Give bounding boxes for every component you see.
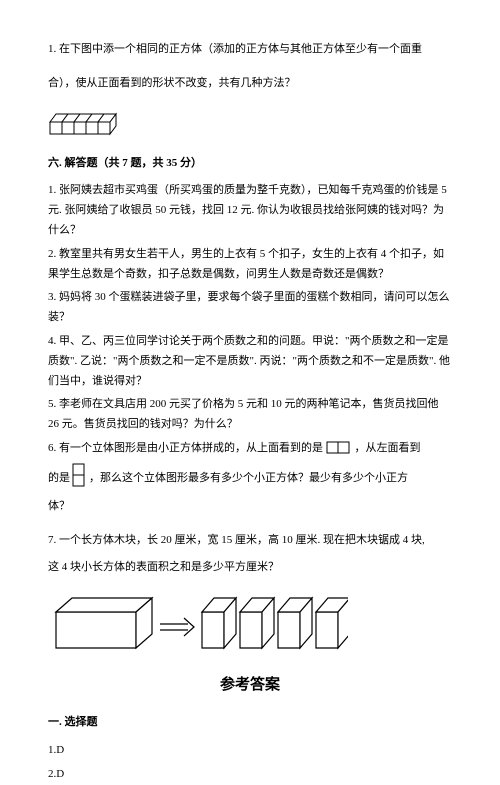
cuboid-cut-figure [48,592,452,654]
problem-7-line1: 7. 一个长方体木块，长 20 厘米，宽 15 厘米，高 10 厘米. 现在把木… [48,531,452,551]
answer-title: 参考答案 [48,672,452,699]
problem-1: 1. 张阿姨去超市买鸡蛋（所买鸡蛋的质量为整千克数），已知每千克鸡蛋的价钱是 5… [48,181,452,240]
section-six-title: 六. 解答题（共 7 题，共 35 分） [48,154,452,174]
problem-2: 2. 教室里共有男女生若干人，男生的上衣有 5 个扣子，女生的上衣有 4 个扣子… [48,245,452,285]
p6-text-d: ，那么这个立体图形最多有多少个小正方体？最少有多少个小正方 [89,463,408,489]
problem-6-line1: 6. 有一个立体图形是由小正方体拼成的，从上面看到的是 ，从左面看到 [48,439,452,459]
problem-6-line2: 的是 ，那么这个立体图形最多有多少个小正方体？最少有多少个小正方 [48,463,452,489]
problem-3: 3. 妈妈将 30 个蛋糕装进袋子里，要求每个袋子里面的蛋糕个数相同，请问可以怎… [48,288,452,328]
problem-5: 5. 李老师在文具店用 200 元买了价格为 5 元和 10 元的两种笔记本，售… [48,395,452,435]
q1-line2: 合），使从正面看到的形状不改变，共有几种方法？ [48,74,452,94]
answer-1: 1.D [48,741,452,761]
problem-7-line2: 这 4 块小长方体的表面积之和是多少平方厘米？ [48,558,452,578]
p6-text-b: ，从左面看到 [355,442,421,454]
answer-2: 2.D [48,765,452,785]
answer-section-1: 一. 选择题 [48,713,452,733]
p6-text-a: 6. 有一个立体图形是由小正方体拼成的，从上面看到的是 [48,442,323,454]
p6-text-e: 体？ [48,497,452,517]
problem-4: 4. 甲、乙、丙三位同学讨论关于两个质数之和的问题。甲说："两个质数之和一定是质… [48,332,452,391]
p6-text-c: 的是 [48,463,70,489]
cube-row-figure [48,108,452,136]
top-view-figure [326,441,352,455]
left-view-figure [72,463,87,489]
q1-line1: 1. 在下图中添一个相同的正方体（添加的正方体与其他正方体至少有一个面重 [48,40,452,60]
